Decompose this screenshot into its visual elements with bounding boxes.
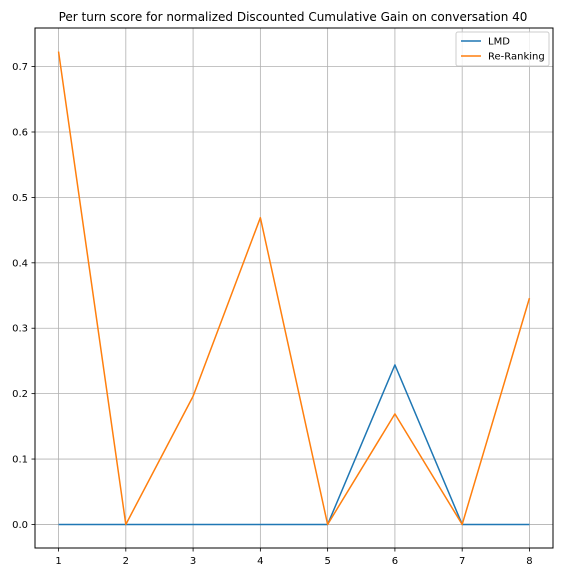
chart-title: Per turn score for normalized Discounted…	[59, 10, 528, 24]
y-tick-label: 0.0	[12, 520, 28, 531]
axis-ticks: 1 2 3 4 5 6 7 8 0.0 0.1 0.2 0.3 0.4 0.5 0.6 0.7	[12, 62, 533, 567]
y-tick-label: 0.4	[12, 258, 28, 269]
x-tick-label: 6	[392, 556, 398, 567]
plot-frame	[34, 27, 554, 549]
legend-label: Re-Ranking	[488, 52, 545, 63]
y-tick-label: 0.1	[12, 455, 28, 466]
x-tick-label: 2	[123, 556, 129, 567]
legend: LMD Re-Ranking	[455, 31, 550, 67]
series-line-re-ranking	[57, 51, 531, 526]
y-tick-label: 0.5	[12, 193, 28, 204]
y-tick-label: 0.7	[12, 62, 28, 73]
series-lines	[57, 51, 531, 526]
x-tick-label: 8	[526, 556, 532, 567]
legend-label: LMD	[488, 37, 510, 48]
x-tick-label: 3	[190, 556, 196, 567]
y-tick-label: 0.6	[12, 128, 28, 139]
x-tick-label: 5	[324, 556, 330, 567]
x-tick-label: 7	[459, 556, 465, 567]
y-tick-label: 0.3	[12, 324, 28, 335]
x-tick-label: 1	[55, 556, 61, 567]
y-tick-label: 0.2	[12, 389, 28, 400]
x-tick-label: 4	[257, 556, 263, 567]
grid	[35, 28, 553, 548]
series-line-lmd	[58, 364, 530, 526]
